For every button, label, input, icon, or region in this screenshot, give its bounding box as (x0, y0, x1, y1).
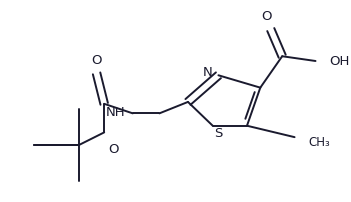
Text: N: N (203, 66, 213, 79)
Text: O: O (108, 142, 119, 155)
Text: O: O (262, 10, 272, 23)
Text: NH: NH (106, 105, 125, 118)
Text: O: O (91, 54, 102, 66)
Text: OH: OH (329, 55, 349, 68)
Text: CH₃: CH₃ (308, 136, 330, 149)
Text: S: S (214, 126, 223, 139)
